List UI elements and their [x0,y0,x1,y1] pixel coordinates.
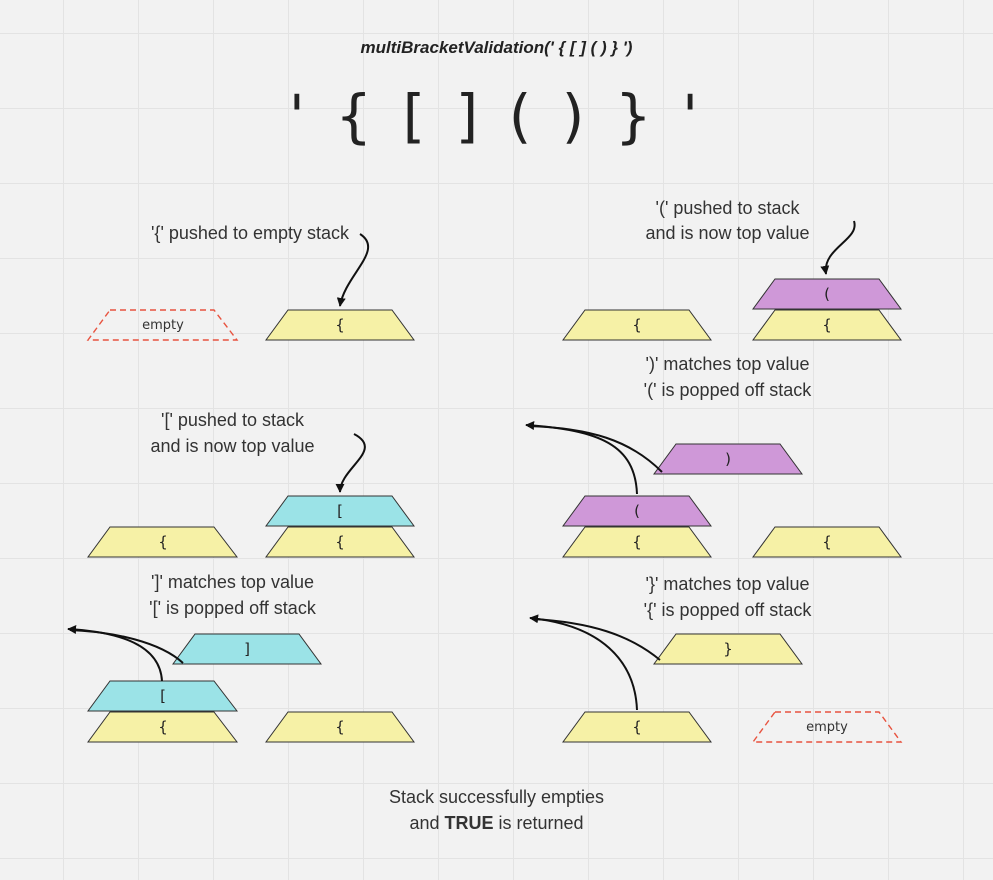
conclusion-prefix: and [409,813,440,833]
pop-arrow-2-tail [527,425,663,473]
stack-block-curly-2: { [87,526,239,558]
stack-block-curly-2b: { [265,526,415,558]
pop-arrow-1 [67,624,163,682]
stack-block-curly-3b: { [265,711,415,743]
pop-arrow-2 [525,421,638,495]
pop-arrow-3-tail [531,618,661,661]
empty-label-2: empty [806,720,848,735]
stack-block-square-open-2: [ [265,495,415,527]
empty-stack-1: empty [86,309,239,341]
block-label: { [158,718,168,736]
function-title: multiBracketValidation(' { [ ] ( ) } ') [360,38,633,57]
push-arrow-3 [820,220,856,275]
stack-block-paren-close-5: ) [653,443,803,475]
block-label: ] [244,640,250,658]
stack-block-paren-open-4: ( [752,278,902,310]
conclusion-line2: and TRUE is returned [350,810,643,836]
step3-note-line2: '[' is popped off stack [149,598,316,618]
stack-block-curly-4b: { [752,309,902,341]
conclusion-true: TRUE [444,813,494,833]
block-label: { [158,533,168,551]
block-label: ) [725,450,731,468]
block-label: { [335,533,345,551]
stack-block-curly-5b: { [752,526,902,558]
block-label: ( [634,502,640,520]
block-label: { [632,316,642,334]
block-label: ( [824,285,830,303]
block-label: { [335,316,345,334]
stack-block-curly-4: { [562,309,712,341]
push-arrow-1 [336,233,369,307]
push-arrow-2 [335,433,366,493]
conclusion-line1: Stack successfully empties [388,787,605,807]
stack-block-square-close-3: ] [172,633,322,665]
input-string: ' { [ ] ( ) } ' [288,82,705,150]
step3-note-line1: ']' matches top value [151,572,314,592]
block-label: { [632,533,642,551]
step5-note-line1: ')' matches top value [645,354,810,374]
pop-arrow-3 [529,614,638,711]
step4-note-line1: '(' pushed to stack [655,198,800,218]
stack-block-square-open-3: [ [87,680,239,712]
block-label: { [632,718,642,736]
stack-block-curly-close-6: } [653,633,803,665]
pop-arrow-1-tail [69,629,184,664]
step4-note-line2: and is now top value [645,223,810,243]
step2-note-line2: and is now top value [150,436,315,456]
block-label: { [335,718,345,736]
empty-stack-2: empty [751,711,903,743]
step6-note-line1: '}' matches top value [645,574,810,594]
step5-note-line2: '(' is popped off stack [643,380,812,400]
stack-block-curly-1: { [265,309,415,341]
step2-note-line1: '[' pushed to stack [161,410,304,430]
stack-block-curly-6: { [562,711,712,743]
empty-label-1: empty [142,318,184,333]
block-label: } [723,640,733,658]
block-label: { [822,533,832,551]
stack-block-curly-3: { [87,711,239,743]
block-label: [ [337,502,343,520]
block-label: { [822,316,832,334]
step6-note-line2: '{' is popped off stack [643,600,812,620]
block-label: [ [160,687,166,705]
conclusion-suffix: is returned [498,813,584,833]
stack-block-paren-open-5: ( [562,495,712,527]
stack-block-curly-5: { [562,526,712,558]
step1-note: '{' pushed to empty stack [151,223,349,243]
